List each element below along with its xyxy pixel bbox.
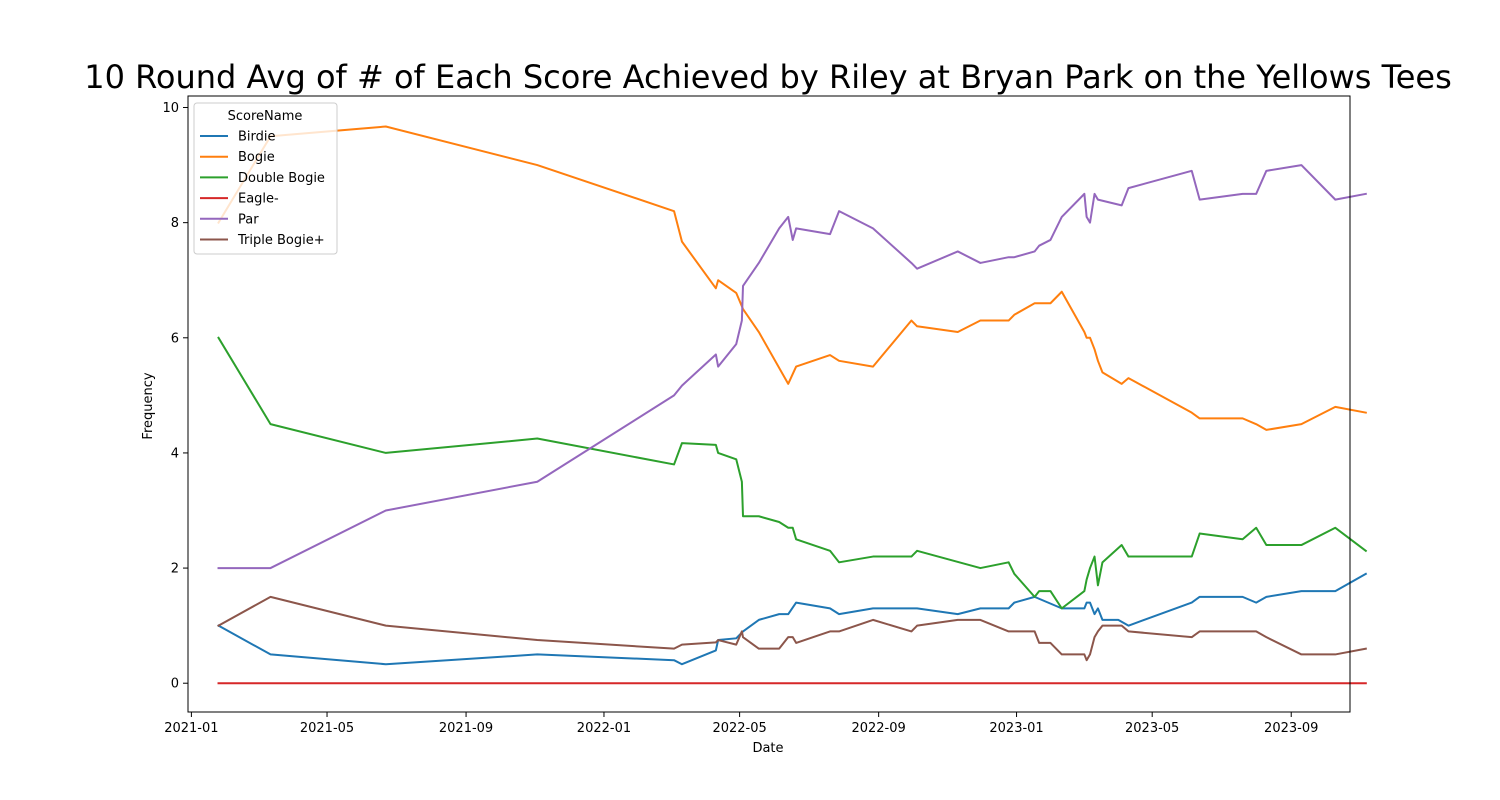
y-tick-label: 6 [171,331,179,346]
legend-entry: Double Bogie [238,171,325,186]
x-tick-label: 2021-09 [439,721,493,736]
axes-frame [187,95,1351,713]
legend-entry: Bogie [238,150,275,165]
plot-area [217,125,1368,685]
legend-entry: Triple Bogie+ [237,233,325,248]
x-axis-label: Date [752,741,783,756]
y-tick-label: 10 [162,101,179,116]
x-tick-label: 2022-01 [577,721,631,736]
series-line-triple-bogie [217,595,1367,662]
y-axis-label: Frequency [141,372,156,439]
y-tick-label: 8 [171,216,179,231]
legend-frame [193,102,338,255]
x-tick-label: 2023-09 [1264,721,1318,736]
x-tick-label: 2022-09 [851,721,905,736]
x-tick-label: 2021-01 [164,721,218,736]
series-line-birdie [217,572,1368,666]
legend-entry: Birdie [238,130,276,145]
series-line-par [217,164,1367,570]
x-tick-label: 2023-01 [989,721,1043,736]
series-line-bogie [217,125,1367,431]
x-tick-label: 2021-05 [300,721,354,736]
x-tick-label: 2022-05 [712,721,766,736]
y-tick-label: 2 [171,562,179,577]
series-line-double-bogie [217,336,1368,610]
x-tick-label: 2023-05 [1125,721,1179,736]
chart-title: 10 Round Avg of # of Each Score Achieved… [84,58,1452,96]
legend: ScoreName Birdie Bogie Double Bogie Eagle- P… [193,102,338,255]
y-tick-label: 4 [171,446,179,461]
y-tick-label: 0 [171,677,179,692]
axes: 2021-01 2021-05 2021-09 2022-01 2022-05 2022-… [162,95,1351,736]
legend-entry: Par [238,212,259,227]
legend-title: ScoreName [228,109,303,124]
legend-entry: Eagle- [238,192,279,207]
